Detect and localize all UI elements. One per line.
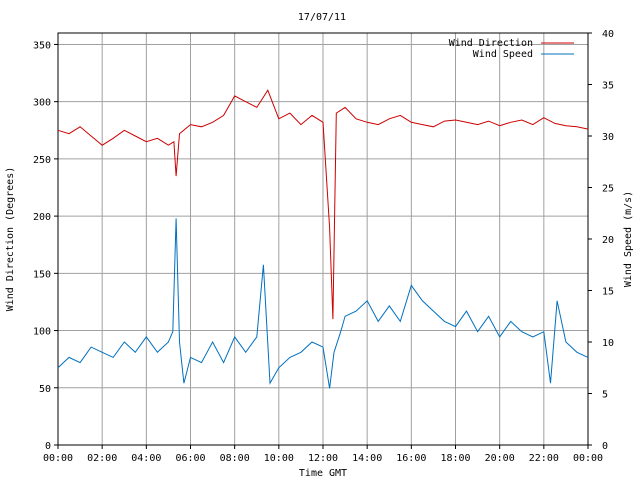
y-right-tick-label: 5 bbox=[602, 390, 608, 401]
series-line-wind-speed bbox=[57, 218, 589, 389]
y-left-tick-label: 50 bbox=[39, 384, 51, 395]
series-group bbox=[57, 89, 589, 389]
y-left-tick-label: 250 bbox=[33, 155, 51, 166]
x-tick-label: 00:00 bbox=[43, 453, 73, 464]
y-right-tick-label: 40 bbox=[602, 29, 614, 40]
x-tick-label: 00:00 bbox=[573, 453, 603, 464]
x-tick-label: 14:00 bbox=[352, 453, 382, 464]
y-right-tick-label: 10 bbox=[602, 338, 614, 349]
y-right-tick-label: 20 bbox=[602, 235, 614, 246]
x-tick-label: 10:00 bbox=[264, 453, 294, 464]
y-right-tick-label: 35 bbox=[602, 81, 614, 92]
y-right-tick-label: 15 bbox=[602, 287, 614, 298]
x-tick-label: 18:00 bbox=[440, 453, 470, 464]
x-axis-label: Time GMT bbox=[299, 468, 347, 479]
chart-title: 17/07/11 bbox=[298, 12, 346, 23]
grid bbox=[57, 33, 589, 446]
x-tick-label: 06:00 bbox=[175, 453, 205, 464]
legend-label-wind-speed: Wind Speed bbox=[473, 49, 533, 60]
y-right-tick-label: 25 bbox=[602, 184, 614, 195]
x-tick-label: 02:00 bbox=[87, 453, 117, 464]
y-left-tick-label: 150 bbox=[33, 269, 51, 280]
x-tick-label: 04:00 bbox=[131, 453, 161, 464]
y-axis-right: 0 5 10 15 20 25 30 35 40 bbox=[588, 29, 614, 452]
y-right-tick-label: 0 bbox=[602, 441, 608, 452]
y-axis-left: 0 50 100 150 200 250 300 350 bbox=[33, 40, 58, 452]
x-tick-label: 22:00 bbox=[529, 453, 559, 464]
x-tick-label: 20:00 bbox=[485, 453, 515, 464]
x-tick-label: 08:00 bbox=[220, 453, 250, 464]
legend-label-wind-direction: Wind Direction bbox=[449, 38, 533, 49]
x-tick-label: 16:00 bbox=[396, 453, 426, 464]
series-line-wind-direction bbox=[57, 89, 589, 320]
y-left-tick-label: 0 bbox=[45, 441, 51, 452]
y-axis-right-label: Wind Speed (m/s) bbox=[623, 191, 634, 287]
x-tick-label: 12:00 bbox=[308, 453, 338, 464]
y-left-tick-label: 200 bbox=[33, 212, 51, 223]
y-left-tick-label: 300 bbox=[33, 98, 51, 109]
y-right-tick-label: 30 bbox=[602, 132, 614, 143]
y-left-tick-label: 350 bbox=[33, 40, 51, 51]
x-axis: 00:00 02:00 04:00 06:00 08:00 10:00 12:00 14:00… bbox=[43, 445, 603, 464]
legend: Wind Direction Wind Speed bbox=[449, 38, 574, 60]
y-left-tick-label: 100 bbox=[33, 327, 51, 338]
y-axis-left-label: Wind Direction (Degrees) bbox=[5, 167, 16, 312]
